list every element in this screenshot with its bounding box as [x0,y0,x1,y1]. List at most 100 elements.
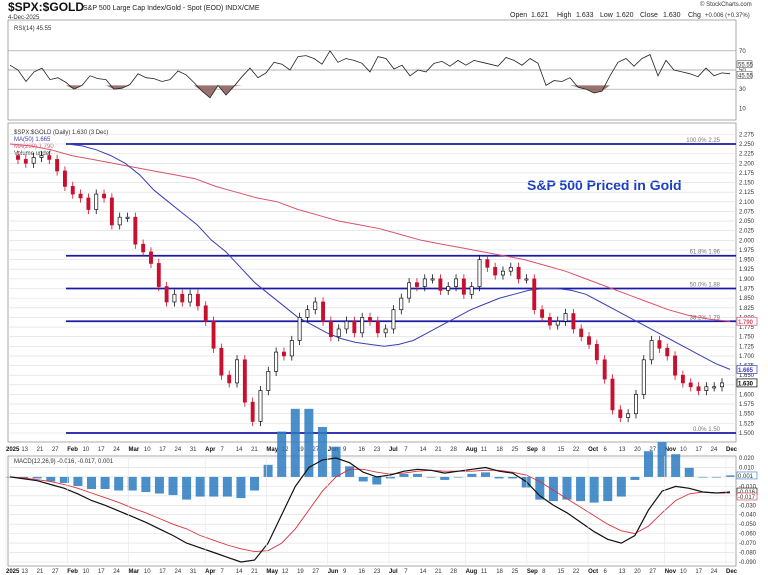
macd-histogram-bar [684,467,694,477]
candle-body [149,251,153,264]
candle-body [634,394,638,415]
x-axis-bottom-label: 24 [113,569,120,575]
x-axis-bottom-label: 14 [236,569,243,575]
macd-histogram-bar [548,476,558,502]
x-axis-bottom-label: 9 [343,569,347,575]
rsi-tick-label: 10 [739,106,746,112]
credit: © StockCharts.com [700,1,752,8]
close-value: 1.630 [663,12,681,19]
price-tick-label: 1.700 [739,354,755,360]
candle-body [16,155,20,160]
x-axis-top-label: 10 [83,447,90,453]
x-axis-top-label: 28 [450,447,457,453]
macd-value-box [736,471,758,480]
x-axis-bottom-label: 24 [175,569,182,575]
price-tick-label: 2.250 [739,142,755,148]
price-tick-label: 1.525 [739,421,755,427]
x-axis-top-label: 14 [420,447,427,453]
macd-legend: MACD(12,26,9) -0.016, -0.017, 0.001 [14,459,114,465]
price-value-box [736,316,758,326]
candle-body [399,297,404,311]
macd-frame [7,455,737,567]
x-axis-bottom-label: 18 [496,569,503,575]
candle-body [485,259,490,268]
x-axis-top-label: 17 [695,447,702,453]
date-label: 4-Dec-2025 [8,15,40,21]
candle-body [493,266,498,276]
rsi-tick-label: 50 [739,68,746,74]
macd-histogram-bar [576,476,586,502]
x-axis-bottom-label: 21 [251,569,258,575]
macd-histogram-bar [195,476,205,497]
candle-body [649,340,654,361]
candle-body [657,340,662,349]
x-axis-bottom-label: 7 [404,569,408,575]
x-axis-bottom-label: 17 [159,569,166,575]
macd-histogram-bar [331,446,341,477]
candle-body [289,340,294,357]
x-axis-top-label: 20 [634,447,641,453]
macd-histogram-bar [480,472,490,477]
price-tick-label: 2.050 [739,219,755,225]
candle-body [156,263,161,287]
macd-tick-label: -0.040 [739,513,757,519]
x-axis-top-label: Mar [129,447,140,453]
low-label: Low [600,12,614,19]
x-axis-bottom-label: 11 [481,569,488,575]
x-axis-top-label: 24 [711,447,718,453]
price-tick-label: 1.650 [739,373,755,379]
x-axis-top-label: Aug [466,447,478,453]
x-axis-bottom-label: 16 [358,569,365,575]
x-axis-top-label: 27 [312,447,319,453]
candle-body [23,159,28,164]
macd-histogram-bar [59,476,69,483]
candle-body [602,359,607,380]
candle-body [696,386,701,391]
x-axis-bottom-label: 10 [680,569,687,575]
x-axis-bottom-label: 27 [52,569,59,575]
candle-body [579,328,584,338]
candle-body [86,197,91,210]
x-axis-bottom-label: Apr [205,569,216,575]
x-axis-bottom-label: Aug [466,569,478,575]
candle-body [172,293,177,303]
price-tick-label: 1.500 [739,431,755,437]
x-axis-bottom-label: 21 [435,569,442,575]
high-value: 1.633 [576,12,594,19]
x-axis-bottom-label: 22 [573,569,580,575]
price-tick-label: 1.900 [739,277,755,283]
candle-body [430,278,435,281]
macd-tick-label: -0.030 [739,503,757,509]
x-axis-bottom-label: 8 [542,569,546,575]
candle-body [102,193,106,199]
x-axis-top-label: Nov [665,447,677,453]
candle-body [477,259,482,287]
x-axis-top-label: 16 [358,447,365,453]
macd-histogram-bar [345,466,355,477]
candle-body [258,390,263,422]
candle-body [501,270,505,276]
macd-histogram-bar [426,476,436,478]
x-axis-top-label: 24 [175,447,182,453]
x-axis-top-label: 2025 [6,447,20,453]
macd-histogram-bar [263,464,273,477]
candle-body [94,193,99,210]
macd-histogram-bar [603,476,613,502]
chg-value: +0.006 (+0.37%) [705,13,750,19]
x-axis-bottom-label: 27 [312,569,319,575]
x-axis-top-label: Jul [389,447,398,453]
macd-histogram-bar [290,408,300,477]
price-tick-label: 2.225 [739,152,755,158]
candle-body [195,293,200,307]
x-axis-top-label: 14 [236,447,243,453]
candle-body [571,313,576,330]
candle-body [461,278,466,295]
rsi-legend: RSI(14) 45.55 [14,26,52,32]
x-axis-bottom-label: 12 [282,569,289,575]
x-axis-top-label: 17 [98,447,105,453]
macd-value-label: -0.017 [738,495,756,501]
x-axis-bottom-label: Feb [67,569,78,575]
candle-body [587,336,591,345]
candle-body [70,186,75,195]
candle-body [516,266,521,280]
